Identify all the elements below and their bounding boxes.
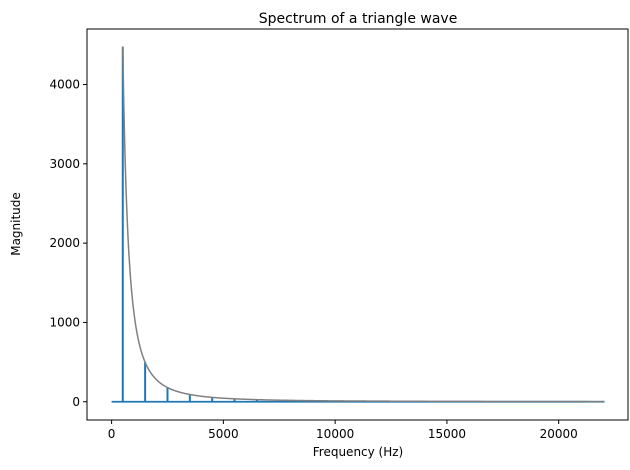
y-axis-label: Magnitude: [9, 192, 23, 256]
y-tick-label: 0: [72, 395, 80, 409]
y-tick-label: 4000: [49, 78, 80, 92]
plot-marks: [111, 46, 605, 403]
x-tick-label: 15000: [428, 427, 466, 441]
x-tick-label: 20000: [540, 427, 578, 441]
plot-frame: [86, 28, 629, 421]
x-tick-label: 10000: [316, 427, 354, 441]
x-tick-label: 0: [108, 427, 116, 441]
y-axis: 0 1000 2000 3000 4000: [49, 78, 87, 409]
envelope-curve: [122, 46, 605, 403]
x-axis: 0 5000 10000 15000 20000: [108, 420, 578, 441]
x-axis-label: Frequency (Hz): [313, 445, 404, 459]
x-tick-label: 5000: [208, 427, 239, 441]
y-tick-label: 1000: [49, 315, 80, 329]
y-tick-label: 2000: [49, 236, 80, 250]
y-tick-label: 3000: [49, 157, 80, 171]
chart-title: Spectrum of a triangle wave: [259, 11, 458, 27]
